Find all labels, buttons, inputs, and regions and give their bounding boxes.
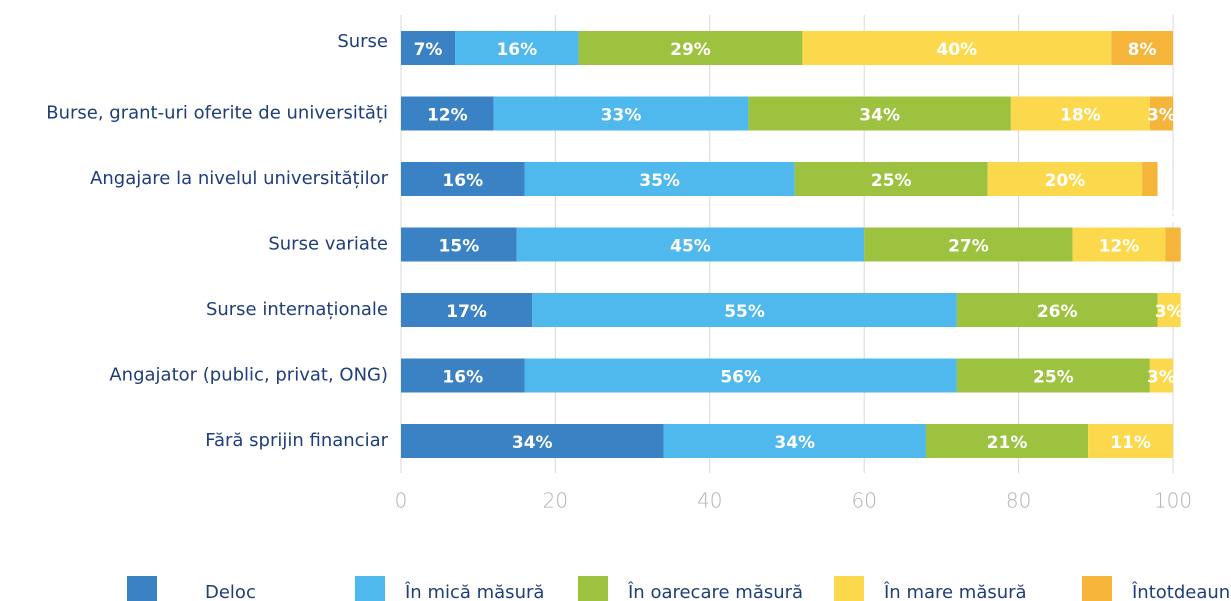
bar-segment: [401, 96, 494, 131]
data-label: 26%: [1037, 302, 1078, 322]
bar-segment: [1165, 227, 1181, 262]
bar-segment: [401, 31, 456, 65]
y-tick-label: Angajare la nivelul universităților: [90, 168, 389, 189]
data-label: 29%: [670, 40, 711, 60]
data-label: 12%: [427, 106, 468, 126]
x-tick-label: 40: [697, 489, 722, 513]
data-label: 11%: [1110, 433, 1151, 453]
bar-segment: [1149, 358, 1173, 393]
data-label: 35%: [639, 171, 680, 191]
legend-swatch: [1082, 576, 1112, 601]
y-tick-label: Surse internaționale: [206, 299, 388, 320]
x-tick-label: 100: [1154, 489, 1192, 513]
bar-segment: [1088, 424, 1173, 458]
bar-segment: [956, 293, 1158, 327]
data-label: 40%: [936, 40, 977, 60]
data-label: 55%: [724, 302, 765, 322]
bar-segment: [524, 358, 957, 393]
x-tick-label: 60: [851, 489, 876, 513]
legend-swatch: [834, 576, 864, 601]
bar-segment: [1149, 96, 1173, 131]
data-label: 3%: [1147, 368, 1176, 388]
bar-segment: [1010, 96, 1150, 131]
bar-segment: [748, 96, 1011, 131]
legend-swatch: [127, 576, 157, 601]
data-label: 20%: [1045, 171, 1086, 191]
legend-label: În oarecare măsură: [627, 581, 803, 601]
bar-segment: [493, 96, 749, 131]
bar-segment: [401, 424, 664, 458]
y-tick-label: Surse: [337, 31, 388, 52]
data-label: 16%: [442, 368, 483, 388]
bar-segment: [956, 358, 1150, 393]
data-label: 27%: [948, 237, 989, 257]
data-label: 2%: [1150, 208, 1179, 228]
legend-swatch: [578, 576, 608, 601]
data-label: 12%: [1099, 237, 1140, 257]
data-label: 18%: [1060, 106, 1101, 126]
bar-segment: [578, 31, 803, 65]
data-label: 17%: [446, 302, 487, 322]
legend-swatch: [355, 576, 385, 601]
legend-label: În mare măsură: [883, 581, 1027, 601]
data-label: 56%: [720, 368, 761, 388]
y-tick-label: Surse variate: [268, 234, 388, 255]
data-label: 15%: [439, 237, 480, 257]
bar-segment: [802, 31, 1112, 65]
data-label: 2%: [1127, 142, 1156, 162]
data-label: 21%: [987, 433, 1028, 453]
data-label: 16%: [442, 171, 483, 191]
data-label: 8%: [1128, 40, 1157, 60]
bar-segment: [455, 31, 579, 65]
data-label: 3%: [1147, 106, 1176, 126]
bar-segment: [1072, 227, 1166, 262]
bar-segment: [987, 162, 1143, 196]
data-label: 16%: [496, 40, 537, 60]
bar-segment: [516, 227, 865, 262]
bar-segment: [401, 227, 517, 262]
x-tick-label: 20: [543, 489, 568, 513]
bar-segment: [401, 162, 525, 196]
bar-segment: [401, 358, 525, 393]
data-label: 25%: [871, 171, 912, 191]
bar-segment: [1111, 31, 1173, 65]
legend-label: Deloc: [205, 582, 256, 601]
data-label: 33%: [601, 106, 642, 126]
x-tick-label: 80: [1006, 489, 1031, 513]
data-label: 34%: [859, 106, 900, 126]
legend-label: În mică măsură: [404, 581, 544, 601]
bar-segment: [1142, 162, 1158, 196]
y-tick-label: Fără sprijin financiar: [205, 430, 388, 451]
bar-segment: [864, 227, 1073, 262]
bar-segment: [524, 162, 795, 196]
legend-label: Întotdeauna: [1131, 581, 1231, 601]
data-label: 3%: [1155, 302, 1184, 322]
data-label: 34%: [774, 433, 815, 453]
bar-segment: [663, 424, 926, 458]
data-label: 45%: [670, 237, 711, 257]
bar-segment: [401, 293, 533, 327]
x-tick-label: 0: [395, 489, 408, 513]
data-label: 7%: [414, 40, 443, 60]
data-label: 25%: [1033, 368, 1074, 388]
data-label: 34%: [512, 433, 553, 453]
bar-segment: [794, 162, 988, 196]
bar-segment: [532, 293, 957, 327]
bar-segment: [1157, 293, 1181, 327]
y-tick-label: Angajator (public, privat, ONG): [109, 365, 388, 386]
bar-segment: [925, 424, 1089, 458]
y-tick-label: Burse, grant-uri oferite de universități: [46, 103, 388, 124]
